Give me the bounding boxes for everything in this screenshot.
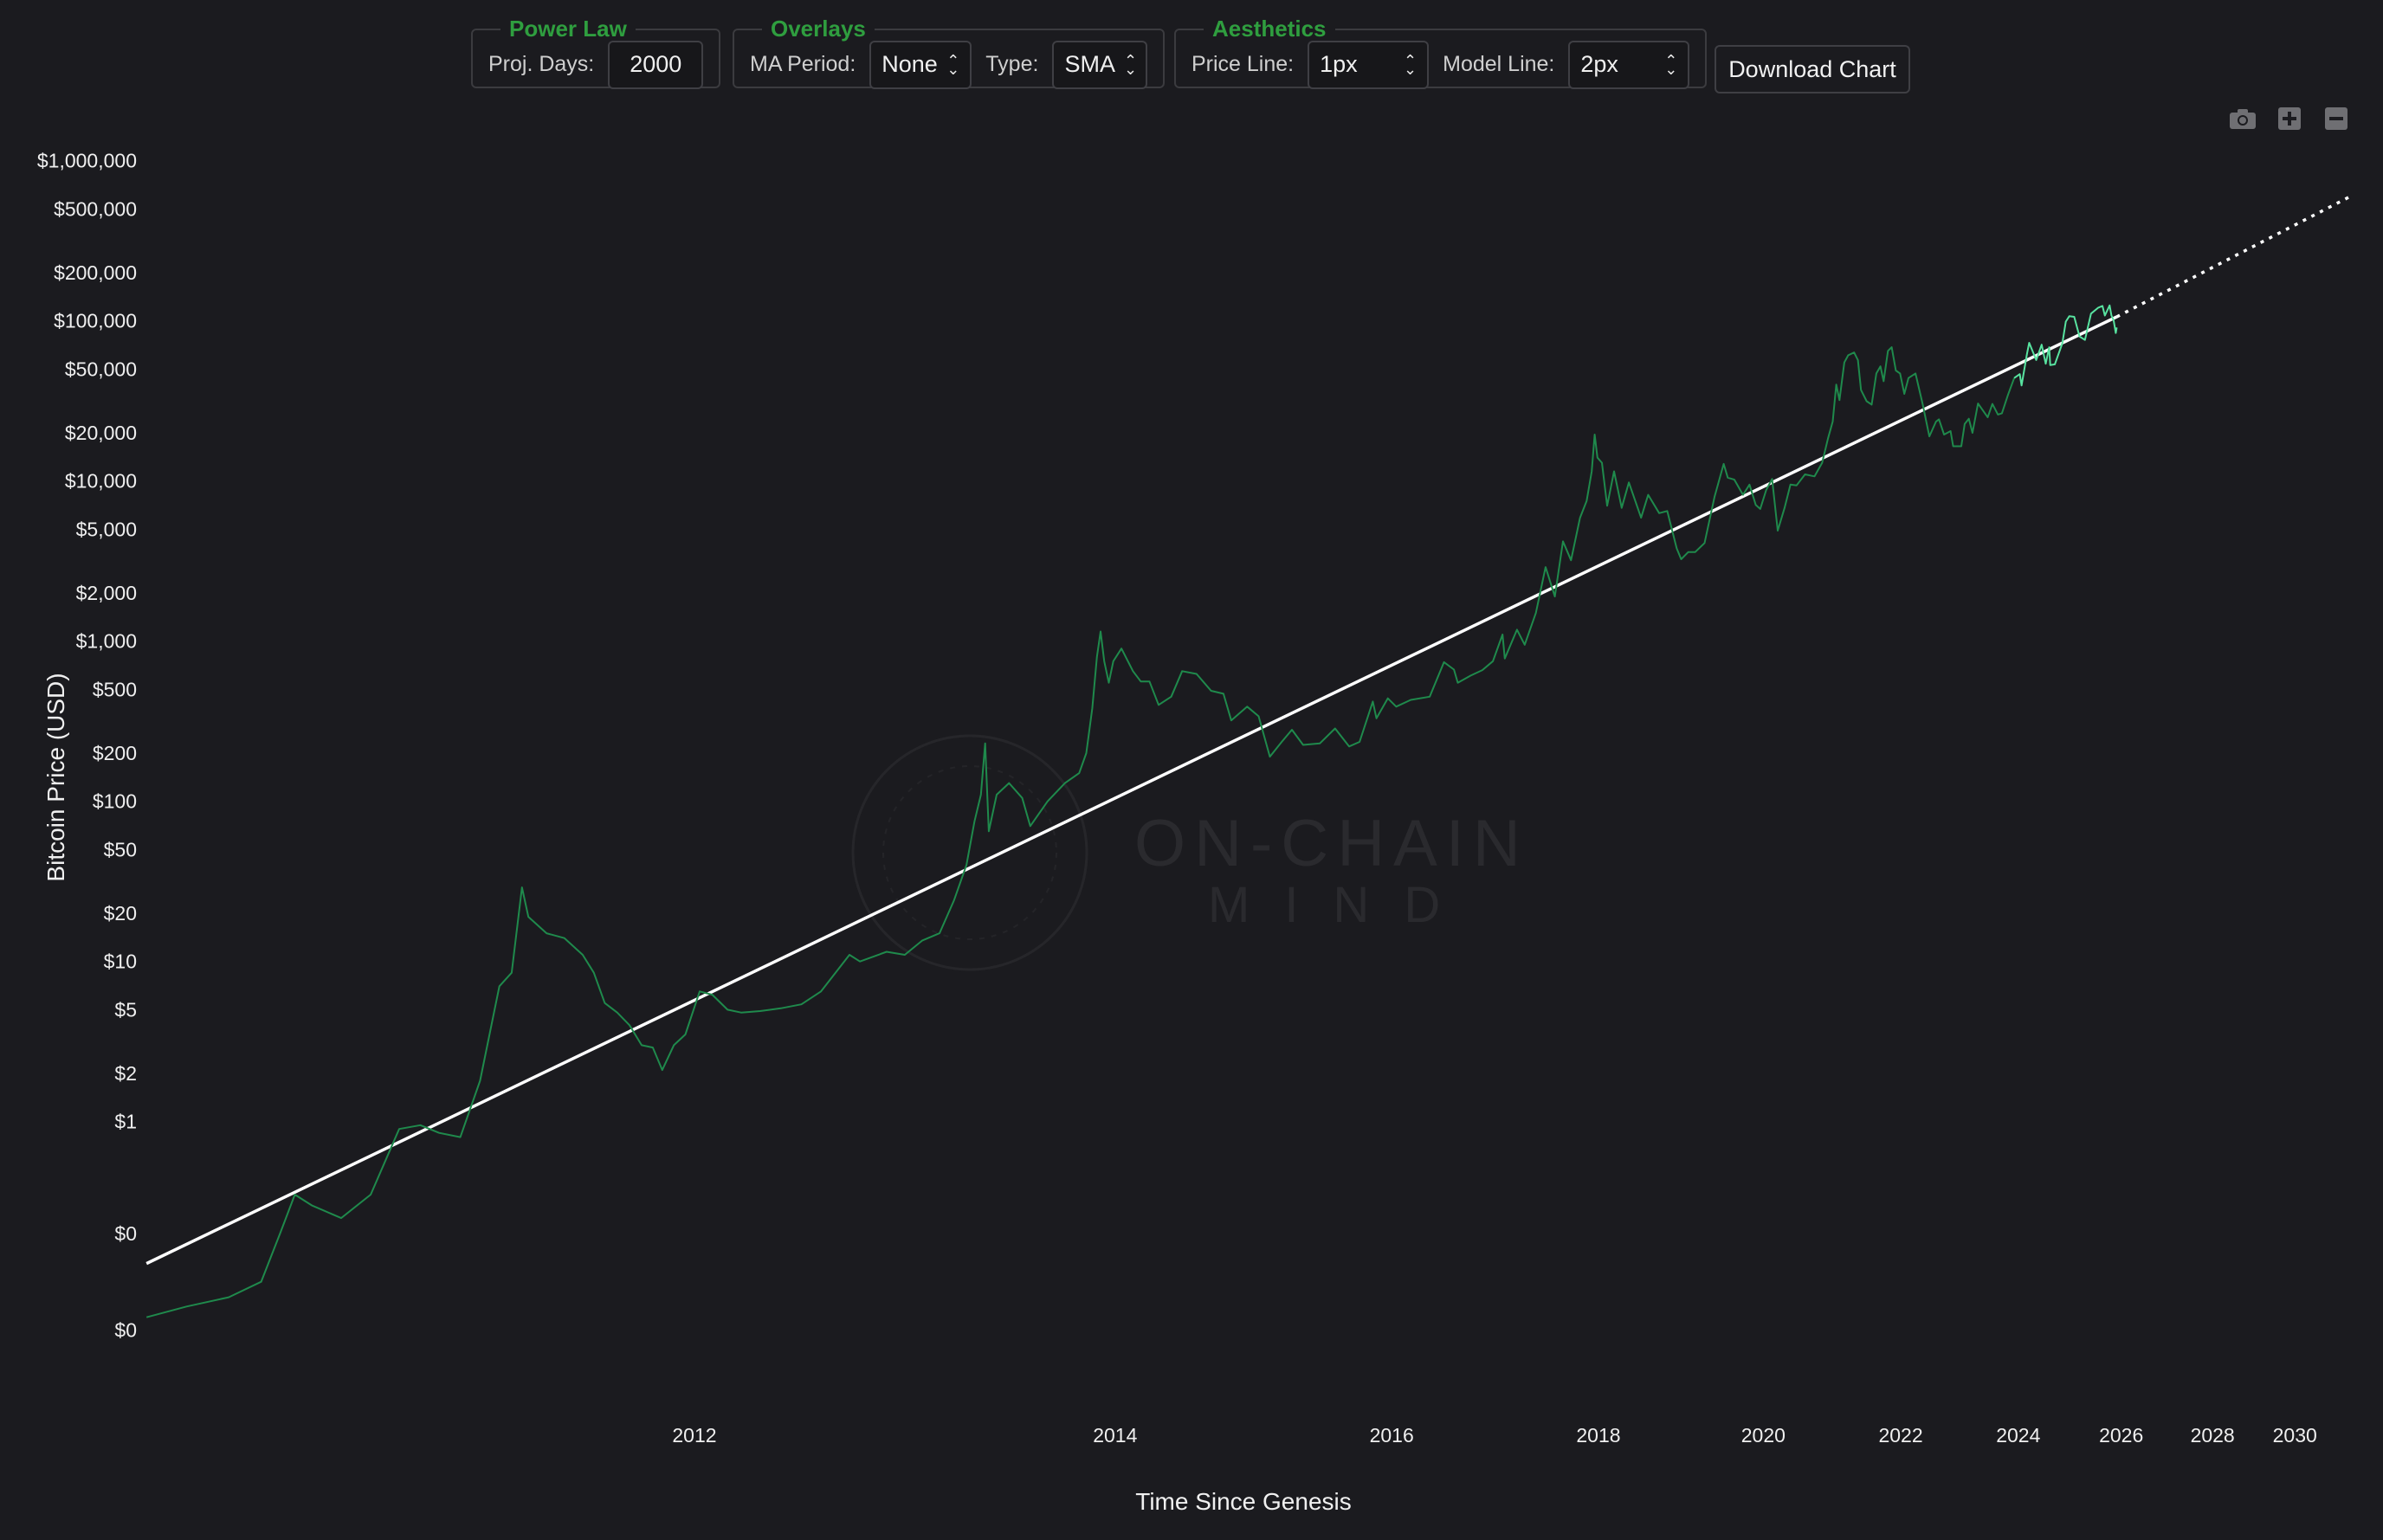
x-tick-label: 2022 — [1878, 1424, 1922, 1447]
y-tick-label: $0 — [114, 1222, 137, 1245]
y-tick-label: $500 — [93, 678, 137, 700]
price-line-value: 1px — [1320, 51, 1358, 77]
power-law-group: Power Law Proj. Days: 2000 — [471, 16, 721, 89]
brain-logo-icon — [851, 734, 1088, 971]
y-tick-label: $500,000 — [54, 197, 137, 220]
y-tick-label: $200,000 — [54, 261, 137, 284]
ma-period-select[interactable]: None ⌃ ⌄ — [869, 40, 972, 89]
x-axis-title: Time Since Genesis — [1135, 1488, 1352, 1515]
type-value: SMA — [1064, 51, 1115, 77]
y-tick-label: $2 — [114, 1062, 137, 1085]
overlays-group: Overlays MA Period: None ⌃ ⌄ Type: SMA ⌃ ⌄ — [733, 16, 1166, 89]
model-projection-line — [2115, 196, 2349, 319]
y-axis: $0 $0 $1 $2 $5 $10 $20 $50 $100 $200 $500 $1,000 $2,… — [37, 150, 137, 1342]
y-tick-label: $1,000 — [76, 630, 137, 653]
select-arrows-icon: ⌃ ⌄ — [1123, 51, 1138, 78]
y-tick-label: $100 — [93, 790, 137, 813]
price-line — [145, 346, 2016, 1318]
plot-area[interactable] — [145, 196, 2349, 1318]
chart-modebar — [2229, 106, 2350, 132]
x-tick-label: 2012 — [672, 1424, 716, 1447]
y-tick-label: $10 — [104, 950, 137, 973]
x-tick-label: 2020 — [1741, 1424, 1786, 1447]
watermark-line-1: ON-CHAIN — [1134, 807, 1529, 880]
select-arrows-icon: ⌃ ⌄ — [1664, 51, 1678, 78]
overlays-legend: Overlays — [771, 16, 866, 42]
zoom-out-icon[interactable] — [2322, 106, 2350, 132]
aesthetics-legend: Aesthetics — [1212, 16, 1327, 42]
ma-period-value: None — [882, 51, 938, 77]
watermark-line-2: MIND — [1208, 877, 1475, 933]
zoom-in-icon[interactable] — [2276, 106, 2303, 132]
y-tick-label: $50,000 — [65, 358, 137, 380]
y-tick-label: $50 — [104, 838, 137, 860]
y-tick-label: $0 — [114, 1318, 137, 1341]
model-line-label: Model Line: — [1443, 52, 1555, 76]
y-tick-label: $100,000 — [54, 310, 137, 332]
model-line-value: 2px — [1580, 51, 1618, 77]
y-tick-label: $2,000 — [76, 582, 137, 604]
x-axis: 2012 2014 2016 2018 2020 2022 2024 2026 2028 2030 — [672, 1424, 2316, 1447]
y-axis-title: Bitcoin Price (USD) — [42, 673, 69, 881]
proj-days-label: Proj. Days: — [488, 52, 595, 76]
y-tick-label: $20 — [104, 902, 137, 925]
ma-period-label: MA Period: — [750, 52, 856, 76]
y-tick-label: $5 — [114, 998, 137, 1021]
select-arrows-icon: ⌃ ⌄ — [1404, 51, 1418, 78]
x-tick-label: 2018 — [1576, 1424, 1620, 1447]
x-tick-label: 2016 — [1370, 1424, 1414, 1447]
x-tick-label: 2024 — [1996, 1424, 2040, 1447]
y-tick-label: $20,000 — [65, 422, 137, 444]
price-line-recent — [2013, 304, 2118, 387]
watermark: ON-CHAIN MIND — [851, 734, 1529, 971]
y-tick-label: $1 — [114, 1111, 137, 1133]
power-law-legend: Power Law — [509, 16, 627, 42]
x-tick-label: 2026 — [2099, 1424, 2143, 1447]
control-panel: Power Law Proj. Days: 2000 Overlays MA P… — [0, 0, 2383, 104]
select-arrows-icon: ⌃ ⌄ — [946, 51, 960, 78]
proj-days-input[interactable]: 2000 — [608, 40, 704, 89]
camera-icon[interactable] — [2229, 106, 2257, 132]
type-label: Type: — [985, 52, 1039, 76]
x-tick-label: 2014 — [1093, 1424, 1137, 1447]
y-tick-label: $10,000 — [65, 470, 137, 493]
model-line-select[interactable]: 2px ⌃ ⌄ — [1568, 40, 1690, 89]
download-chart-button[interactable]: Download Chart — [1715, 45, 1910, 93]
model-line — [145, 315, 2118, 1266]
proj-days-value: 2000 — [630, 51, 682, 77]
aesthetics-group: Aesthetics Price Line: 1px ⌃ ⌄ Model Line… — [1174, 16, 1708, 89]
price-line-select[interactable]: 1px ⌃ ⌄ — [1308, 40, 1430, 89]
y-tick-label: $200 — [93, 742, 137, 764]
type-select[interactable]: SMA ⌃ ⌄ — [1052, 40, 1148, 89]
price-line-label: Price Line: — [1192, 52, 1295, 76]
y-tick-label: $1,000,000 — [37, 150, 137, 172]
x-tick-label: 2030 — [2273, 1424, 2317, 1447]
x-tick-label: 2028 — [2191, 1424, 2235, 1447]
y-tick-label: $5,000 — [76, 518, 137, 540]
